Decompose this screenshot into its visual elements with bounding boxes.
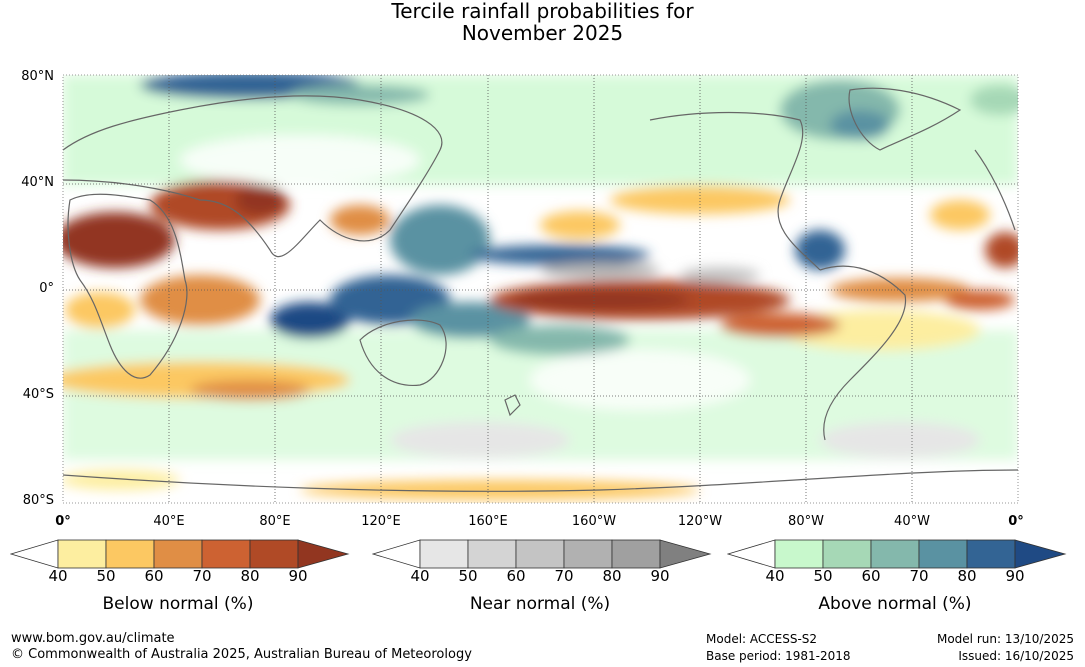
legend-above-tick: 70 xyxy=(909,567,929,585)
legend-near-tick: 80 xyxy=(602,567,622,585)
legend-below-tick: 90 xyxy=(288,567,308,585)
lon-label-80e: 80°E xyxy=(259,514,291,529)
legend-below-title: Below normal (%) xyxy=(102,594,254,614)
legend-above-swatch xyxy=(966,539,1016,569)
legend-above-tick: 60 xyxy=(861,567,881,585)
map-title-line2: November 2025 xyxy=(461,21,624,45)
legend-above-tick: 80 xyxy=(957,567,977,585)
legend-above-swatch xyxy=(822,539,872,569)
legend-bar-above xyxy=(727,539,1067,569)
lon-label-120e: 120°E xyxy=(361,514,401,529)
legend-bar-below xyxy=(10,539,350,569)
website-link[interactable]: www.bom.gov.au/climate xyxy=(11,631,175,646)
legend-bar-near xyxy=(372,539,712,569)
legend-below-swatch xyxy=(57,539,107,569)
legend-below-swatch xyxy=(249,539,299,569)
legend-near-swatch xyxy=(563,539,613,569)
copyright-text: © Commonwealth of Australia 2025, Austra… xyxy=(11,647,472,662)
probability-field xyxy=(63,75,1018,500)
base-period: Base period: 1981-2018 xyxy=(706,649,851,663)
map-title-line1: Tercile rainfall probabilities for xyxy=(391,0,694,23)
legend-near-title: Near normal (%) xyxy=(469,594,611,614)
legend-below-tick: 40 xyxy=(48,567,68,585)
legend-below-swatch xyxy=(105,539,155,569)
lat-label-80n: 80°N xyxy=(21,69,54,84)
lon-label-160w: 160°W xyxy=(571,514,617,529)
lon-label-40w: 40°W xyxy=(894,514,930,529)
lon-label-80w: 80°W xyxy=(788,514,824,529)
legend-above-min-arrow xyxy=(727,539,776,569)
legend-below-tick: 70 xyxy=(192,567,212,585)
legend-below-tick: 60 xyxy=(144,567,164,585)
lon-label-0-east: 0° xyxy=(1008,514,1024,529)
lon-label-0: 0° xyxy=(55,514,71,529)
lat-label-0: 0° xyxy=(39,281,54,296)
legend-above-tick: 90 xyxy=(1005,567,1025,585)
legend-near-tick: 90 xyxy=(650,567,670,585)
legend-near-swatch xyxy=(467,539,517,569)
lon-label-40e: 40°E xyxy=(153,514,185,529)
legend-above-tick: 40 xyxy=(765,567,785,585)
legend-above-max-arrow xyxy=(1014,539,1067,569)
legend-near-tick: 60 xyxy=(506,567,526,585)
legend-near-swatch xyxy=(419,539,469,569)
rainfall-probability-map xyxy=(62,74,1019,504)
issued-date: Issued: 16/10/2025 xyxy=(958,649,1074,663)
lat-label-40n: 40°N xyxy=(21,175,54,190)
legend-below-tick: 50 xyxy=(96,567,116,585)
legend-above-swatch xyxy=(870,539,920,569)
legend-below-max-arrow xyxy=(297,539,350,569)
lon-label-120w: 120°W xyxy=(677,514,723,529)
legend-above-swatch xyxy=(774,539,824,569)
lat-label-40s: 40°S xyxy=(22,387,54,402)
graticule xyxy=(63,75,1018,503)
legend-above-swatch xyxy=(918,539,968,569)
legend-below-min-arrow xyxy=(10,539,59,569)
legend-near-min-arrow xyxy=(372,539,421,569)
legend-above-tick: 50 xyxy=(813,567,833,585)
coastlines xyxy=(63,87,1018,492)
legend-below-swatch xyxy=(201,539,251,569)
map-frame xyxy=(62,74,1019,504)
legend-near-tick: 50 xyxy=(458,567,478,585)
legend-below-tick: 80 xyxy=(240,567,260,585)
model-name: Model: ACCESS-S2 xyxy=(706,632,818,646)
lat-label-80s: 80°S xyxy=(22,493,54,508)
model-run-date: Model run: 13/10/2025 xyxy=(936,632,1074,646)
legend-near-max-arrow xyxy=(659,539,712,569)
legend-near-swatch xyxy=(611,539,661,569)
legend-near-tick: 40 xyxy=(410,567,430,585)
legend-below-swatch xyxy=(153,539,203,569)
legend-above-title: Above normal (%) xyxy=(818,594,972,614)
legend-near-swatch xyxy=(515,539,565,569)
legend-near-tick: 70 xyxy=(554,567,574,585)
lon-label-160e: 160°E xyxy=(468,514,508,529)
